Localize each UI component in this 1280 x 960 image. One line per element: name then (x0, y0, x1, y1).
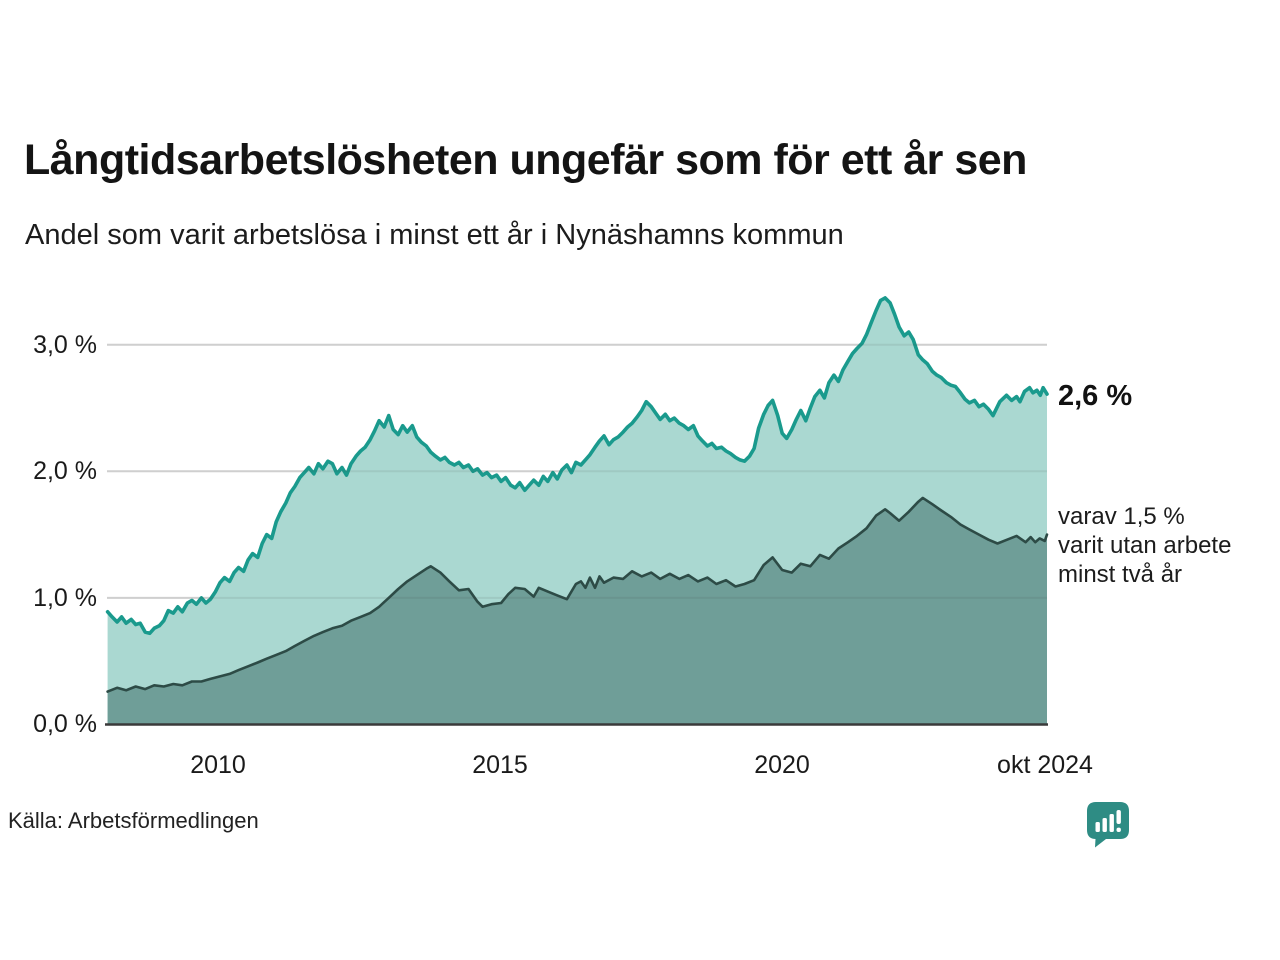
y-axis-tick-label: 3,0 % (33, 331, 97, 359)
y-axis-tick-label: 2,0 % (33, 457, 97, 485)
two-year-area-fill (107, 497, 1048, 725)
source-note: Källa: Arbetsförmedlingen (8, 808, 259, 833)
two-year-annotation: varav 1,5 % varit utan arbete minst två … (1058, 502, 1231, 589)
gridlines-overlay (107, 343, 1047, 599)
two-year-annotation-line: varav 1,5 % (1058, 503, 1185, 530)
y-axis-tick-label: 1,0 % (33, 584, 97, 612)
page-subtitle: Andel som varit arbetslösa i minst ett å… (25, 219, 844, 251)
two-year-line (106, 496, 1049, 693)
x-axis-tick-label: okt 2024 (997, 751, 1093, 779)
x-axis-tick-label: 2015 (472, 751, 528, 779)
page-title: Långtidsarbetslösheten ungefär som för e… (24, 136, 1027, 184)
two-year-annotation-line: varit utan arbete (1058, 532, 1232, 559)
newsworthy-logo-icon (1087, 802, 1129, 848)
x-axis-tick-label: 2020 (754, 751, 810, 779)
y-axis-tick-label: 0,0 % (33, 710, 97, 738)
x-axis-tick-label: 2010 (190, 751, 246, 779)
total-line (105, 296, 1049, 636)
latest-total-annotation: 2,6 % (1058, 380, 1133, 412)
newsworthy-logo: Newsworthy (1086, 800, 1276, 850)
two-year-annotation-line: minst två år (1058, 561, 1183, 588)
